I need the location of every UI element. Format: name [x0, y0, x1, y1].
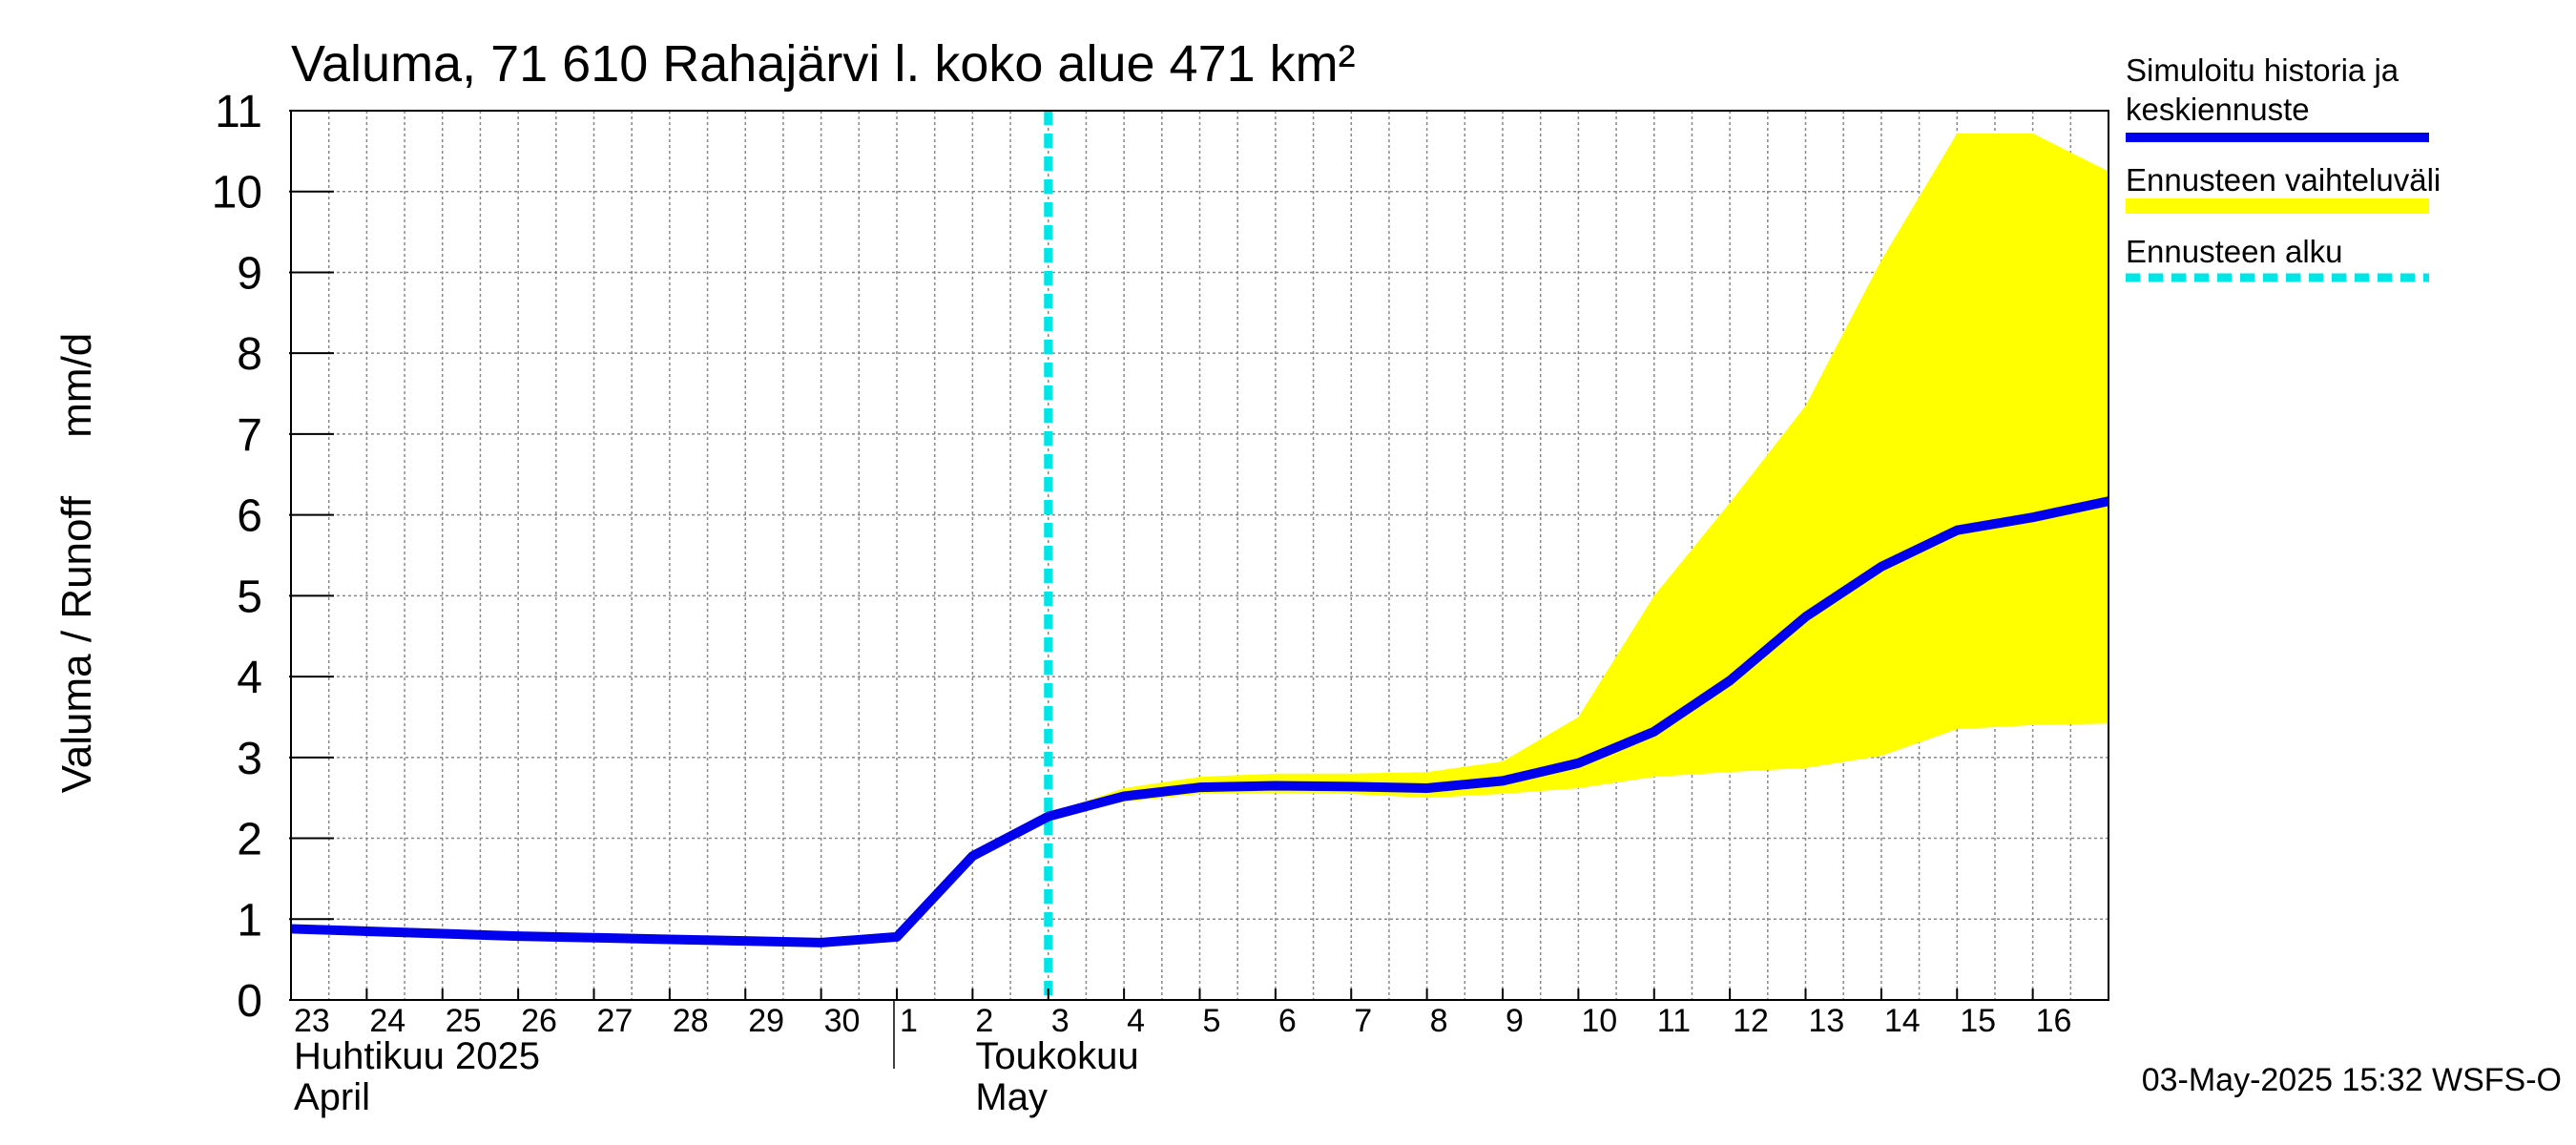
legend-label-simulated: Simuloitu historia ja [2126, 52, 2399, 88]
grid-lines [291, 110, 2109, 1000]
month-label: Toukokuu [975, 1035, 1138, 1077]
y-tick-label: 7 [237, 410, 262, 461]
x-tick-label: 11 [1657, 1003, 1691, 1039]
x-tick-label: 5 [1203, 1003, 1221, 1039]
y-tick-label: 8 [237, 329, 262, 380]
x-tick-label: 29 [748, 1003, 784, 1039]
x-tick-label: 14 [1884, 1003, 1921, 1039]
legend: Simuloitu historia ja keskiennuste Ennuste… [2126, 52, 2441, 282]
month-label: Huhtikuu 2025 [294, 1035, 540, 1077]
x-tick-label: 7 [1354, 1003, 1372, 1039]
y-tick-label: 4 [237, 653, 262, 703]
y-tick-label: 6 [237, 491, 262, 542]
x-tick-label: 8 [1430, 1003, 1448, 1039]
y-axis: 0 1 2 3 4 5 6 7 8 9 10 11 [212, 87, 334, 1027]
x-tick-label: 16 [2036, 1003, 2072, 1039]
x-tick-label: 25 [446, 1003, 482, 1039]
y-tick-label: 3 [237, 734, 262, 784]
x-tick-label: 4 [1127, 1003, 1145, 1039]
x-tick-label: 3 [1051, 1003, 1070, 1039]
y-tick-label: 5 [237, 572, 262, 622]
chart-title: Valuma, 71 610 Rahajärvi l. koko alue 47… [291, 35, 1356, 93]
x-tick-label: 15 [1960, 1003, 1996, 1039]
y-axis-label: Valuma / Runoff mm/d [53, 333, 100, 794]
legend-label-range: Ennusteen vaihteluväli [2126, 162, 2441, 198]
series-line-simulated [290, 496, 2110, 947]
x-tick-label: 6 [1278, 1003, 1297, 1039]
x-tick-label: 24 [369, 1003, 405, 1039]
x-tick-label: 10 [1581, 1003, 1617, 1039]
legend-label-forecast-start: Ennusteen alku [2126, 234, 2343, 269]
y-tick-label: 11 [215, 87, 262, 137]
series-group [290, 496, 2110, 947]
month-label-english: May [975, 1076, 1048, 1118]
x-tick-label: 12 [1733, 1003, 1769, 1039]
x-tick-label: 1 [900, 1003, 918, 1039]
x-axis: 23 24 25 26 27 28 29 30 1 2 3 4 5 6 7 8 9 10 11 12 13 14 15 16 [290, 989, 2109, 1039]
y-tick-label: 1 [237, 895, 262, 946]
x-tick-label: 9 [1506, 1003, 1524, 1039]
x-tick-label: 13 [1809, 1003, 1845, 1039]
y-tick-label: 2 [237, 815, 262, 865]
x-tick-label: 30 [824, 1003, 861, 1039]
month-label-english: April [294, 1076, 370, 1118]
x-tick-label: 2 [975, 1003, 993, 1039]
forecast-range-band-group [1048, 133, 2109, 819]
x-tick-label: 28 [673, 1003, 709, 1039]
x-tick-label: 27 [597, 1003, 634, 1039]
x-tick-label: 23 [294, 1003, 330, 1039]
footer-timestamp: 03-May-2025 15:32 WSFS-O [2142, 1062, 2562, 1098]
legend-label-simulated-line2: keskiennuste [2126, 92, 2310, 127]
forecast-range-band [1048, 133, 2109, 819]
x-tick-label: 26 [521, 1003, 557, 1039]
y-tick-label: 0 [237, 976, 262, 1027]
y-tick-label: 9 [237, 248, 262, 299]
y-tick-label: 10 [212, 168, 262, 219]
